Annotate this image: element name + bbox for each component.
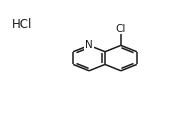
Text: Cl: Cl xyxy=(116,24,126,34)
Text: N: N xyxy=(85,40,93,50)
Text: HCl: HCl xyxy=(12,18,33,31)
